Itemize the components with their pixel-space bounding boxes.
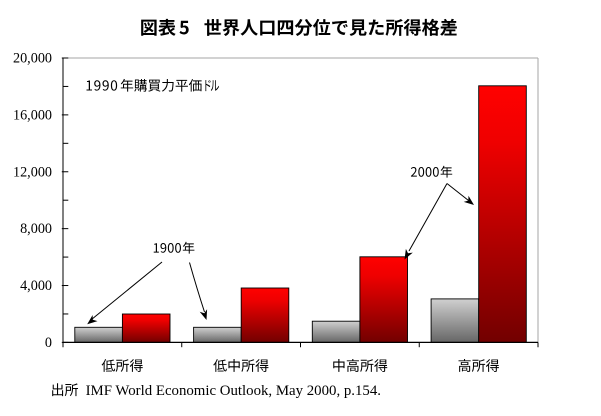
svg-text:0: 0 <box>45 335 52 351</box>
svg-text:20,000: 20,000 <box>13 51 52 67</box>
svg-text:8,000: 8,000 <box>20 221 52 237</box>
svg-text:16,000: 16,000 <box>13 108 52 124</box>
svg-text:IMF World Economic Outlook, Ma: IMF World Economic Outlook, May 2000, p.… <box>86 383 381 399</box>
svg-text:12,000: 12,000 <box>13 164 52 180</box>
svg-text:4,000: 4,000 <box>20 278 52 294</box>
